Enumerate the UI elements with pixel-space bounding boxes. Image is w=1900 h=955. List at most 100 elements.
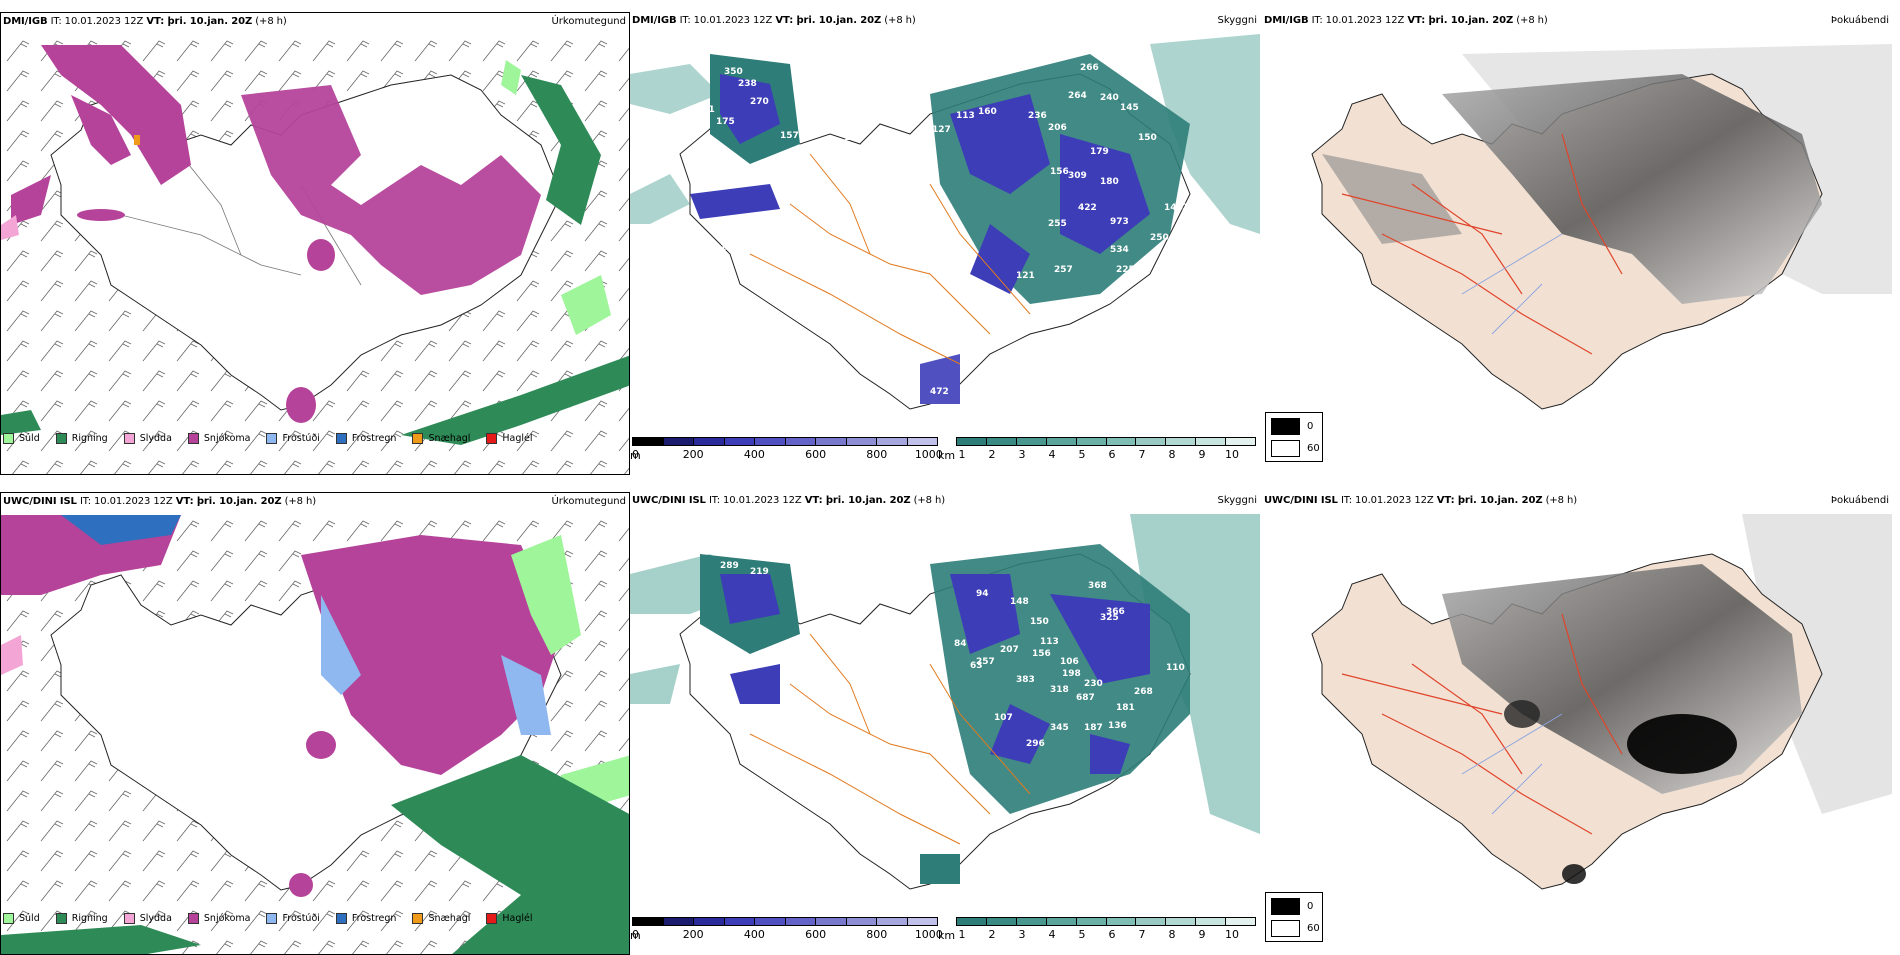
legend-swatch: [335, 913, 347, 924]
svg-text:113: 113: [1040, 637, 1059, 647]
svg-text:145: 145: [1120, 103, 1139, 113]
legend-swatch: [412, 913, 424, 924]
legend-swatch: [187, 433, 199, 444]
fog-legend-bottom: 0 60: [1265, 892, 1323, 942]
svg-text:107: 107: [994, 713, 1013, 723]
svg-text:160: 160: [978, 107, 997, 117]
svg-text:207: 207: [1000, 645, 1019, 655]
legend-item: Snæhagl: [412, 433, 470, 444]
legend-item: 0: [1271, 418, 1322, 435]
legend-swatch: [486, 913, 498, 924]
fog-map: [1311, 514, 1892, 890]
svg-text:257: 257: [976, 657, 995, 667]
legend-item: Rigning: [55, 433, 108, 444]
fog-panel-uwc: UWC/DINI ISL IT: 10.01.2023 12Z VT: þri.…: [1262, 492, 1892, 955]
fog-map: [1311, 44, 1892, 410]
svg-text:169: 169: [720, 243, 739, 253]
visibility-colorbar-km: 1 2 3 4 5 6 7 8 9 10: [956, 917, 1256, 945]
svg-text:106: 106: [1060, 657, 1079, 667]
snow-area: [241, 85, 541, 295]
panel-parameter: Skyggni: [1217, 495, 1257, 506]
svg-text:106: 106: [786, 239, 805, 249]
legend-item: Súld: [3, 913, 40, 924]
svg-text:143: 143: [1164, 203, 1183, 213]
precip-map: [1, 35, 629, 474]
svg-text:230: 230: [1084, 679, 1103, 689]
svg-text:156: 156: [1032, 649, 1051, 659]
svg-text:97: 97: [766, 157, 779, 167]
legend-swatch: [1271, 440, 1300, 457]
legend-swatch: [266, 433, 278, 444]
svg-text:110: 110: [1166, 663, 1185, 673]
legend-item: 0: [1271, 898, 1322, 915]
legend-swatch: [266, 913, 278, 924]
visibility-map: 350 238 270 181 175 157 97 141 168 127 113 160…: [630, 34, 1260, 410]
precip-type-panel-dmi: DMI/IGB IT: 10.01.2023 12Z VT: þri. 10.j…: [0, 12, 630, 475]
panel-title: UWC/DINI ISL IT: 10.01.2023 12Z VT: þri.…: [632, 495, 946, 506]
svg-text:383: 383: [1016, 675, 1035, 685]
colorbar-ticks: 0 200 400 600 800 1000: [632, 928, 943, 941]
legend-item: 60: [1271, 920, 1322, 937]
legend-swatch: [187, 913, 199, 924]
svg-text:84: 84: [954, 639, 967, 649]
legend-item: Snæhagl: [412, 913, 470, 924]
svg-text:255: 255: [1048, 219, 1067, 229]
colorbar-ticks: 1 2 3 4 5 6 7 8 9 10: [958, 928, 1240, 941]
legend-item: 60: [1271, 440, 1322, 457]
svg-text:150: 150: [1030, 617, 1049, 627]
svg-text:89: 89: [896, 375, 909, 385]
legend-swatch: [3, 433, 14, 444]
colorbar-unit-km: km: [938, 449, 956, 462]
legend-swatch: [1271, 920, 1300, 937]
panel-parameter: Skyggni: [1217, 15, 1257, 26]
vis-labels: 350 238 270 181 175 157 97 141 168 127 113 160…: [696, 63, 1201, 397]
panel-title: DMI/IGB IT: 10.01.2023 12Z VT: þri. 10.j…: [1264, 15, 1548, 26]
legend-swatch: [1271, 418, 1300, 435]
legend-item: Haglél: [486, 913, 533, 924]
svg-text:186: 186: [800, 657, 819, 667]
svg-text:84: 84: [700, 245, 713, 255]
svg-text:94: 94: [976, 589, 989, 599]
svg-text:309: 309: [1068, 171, 1087, 181]
legend-swatch: [123, 433, 135, 444]
svg-text:187: 187: [1084, 723, 1103, 733]
svg-text:206: 206: [1048, 123, 1067, 133]
legend-item: Frostregn: [335, 433, 396, 444]
fog-legend-top: 0 60: [1265, 412, 1323, 462]
svg-text:96: 96: [746, 239, 759, 249]
panel-title: UWC/DINI ISL IT: 10.01.2023 12Z VT: þri.…: [1264, 495, 1578, 506]
colorbar-bar: [956, 917, 1256, 926]
svg-text:225: 225: [1116, 265, 1135, 275]
svg-text:391: 391: [854, 675, 873, 685]
visibility-panel-uwc: UWC/DINI ISL IT: 10.01.2023 12Z VT: þri.…: [630, 492, 1260, 955]
svg-text:233: 233: [782, 187, 801, 197]
precip-map: [1, 515, 629, 954]
svg-text:318: 318: [1050, 685, 1069, 695]
legend-item: Rigning: [55, 913, 108, 924]
colorbar-ticks: 1 2 3 4 5 6 7 8 9 10: [958, 448, 1240, 461]
legend-swatch: [55, 913, 67, 924]
legend-item: Haglél: [486, 433, 533, 444]
svg-text:345: 345: [1050, 723, 1069, 733]
colorbar-ticks: 0 200 400 600 800 1000: [632, 448, 943, 461]
svg-text:472: 472: [930, 387, 949, 397]
legend-swatch: [55, 433, 67, 444]
colorbar-bar: [632, 437, 938, 446]
legend-item: Súld: [3, 433, 40, 444]
svg-text:96: 96: [890, 709, 903, 719]
colorbar-bar: [632, 917, 938, 926]
svg-text:240: 240: [1100, 93, 1119, 103]
svg-text:113: 113: [956, 111, 975, 121]
svg-text:179: 179: [1090, 147, 1109, 157]
svg-text:264: 264: [1068, 91, 1087, 101]
svg-text:156: 156: [1050, 167, 1069, 177]
panel-title: DMI/IGB IT: 10.01.2023 12Z VT: þri. 10.j…: [3, 16, 287, 27]
visibility-panel-dmi: DMI/IGB IT: 10.01.2023 12Z VT: þri. 10.j…: [630, 12, 1260, 475]
fog-panel-dmi: DMI/IGB IT: 10.01.2023 12Z VT: þri. 10.j…: [1262, 12, 1892, 475]
svg-text:422: 422: [1078, 203, 1097, 213]
legend-item: Slydda: [123, 433, 172, 444]
svg-text:238: 238: [738, 79, 757, 89]
colorbar-unit-m: m: [630, 449, 641, 462]
legend-swatch: [486, 433, 498, 444]
